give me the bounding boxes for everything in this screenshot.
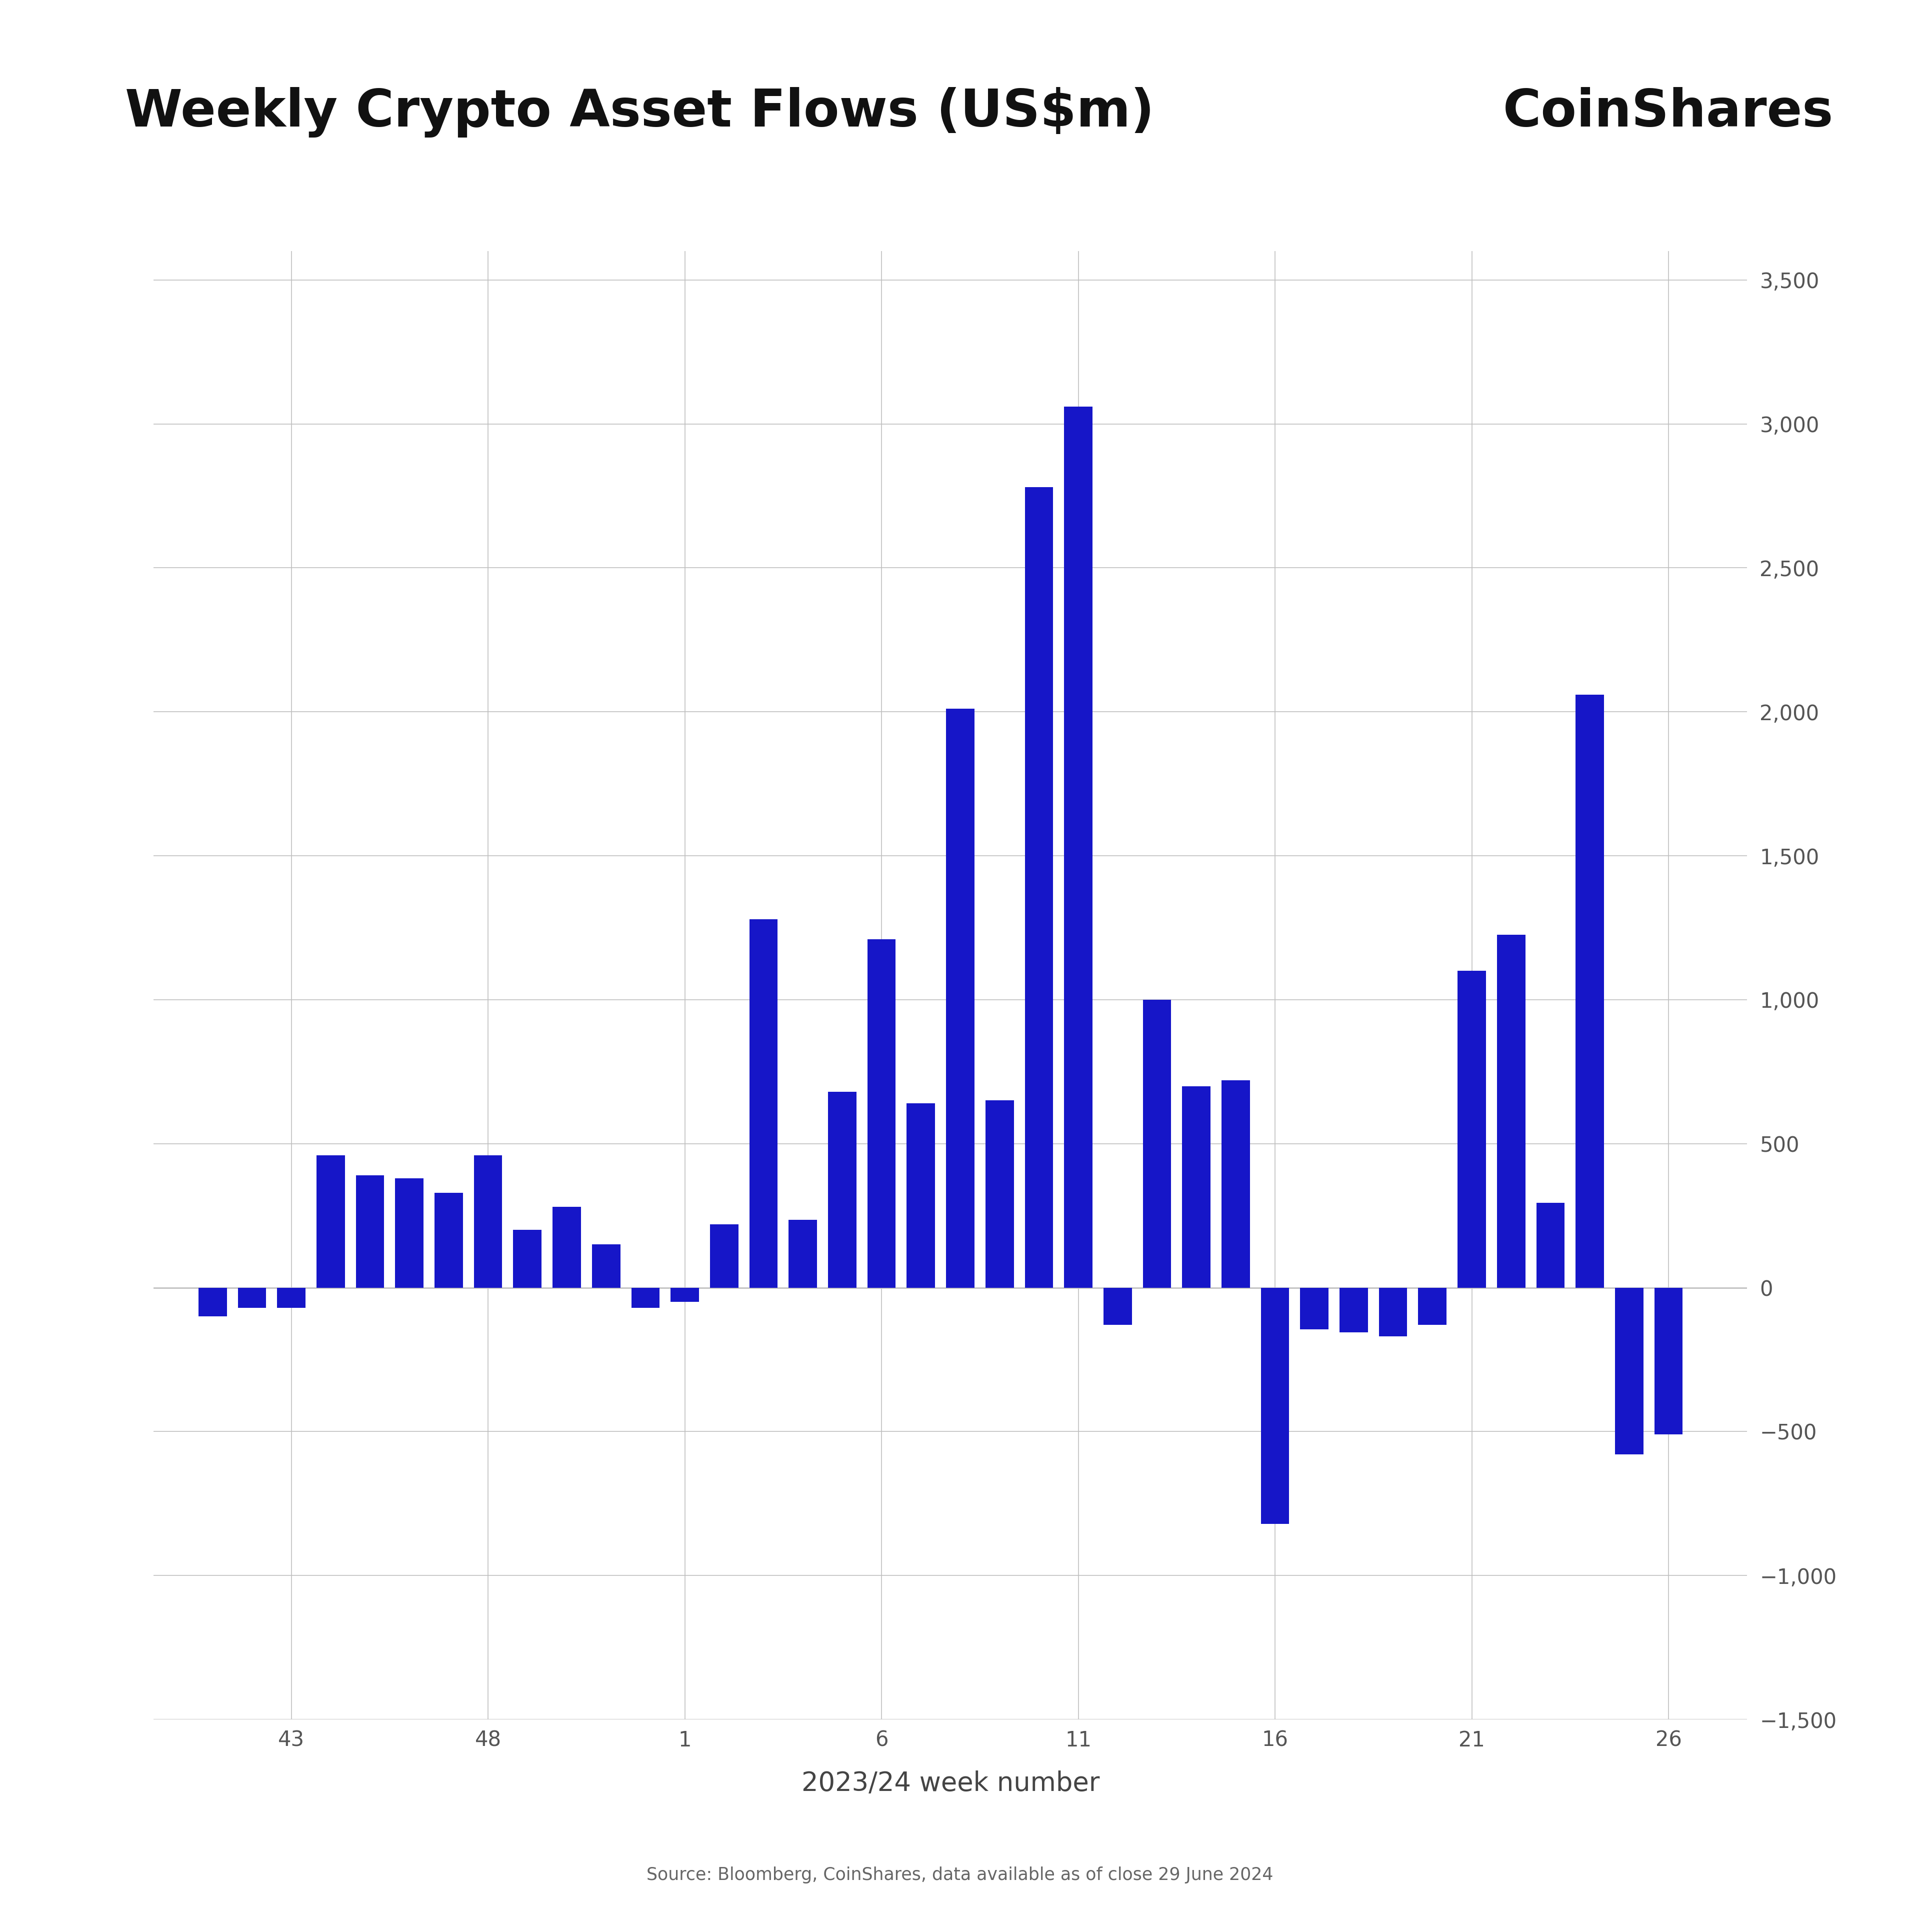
Bar [1340,1287,1367,1333]
Bar [1379,1287,1407,1337]
Bar [985,1101,1014,1287]
Bar [1536,1204,1565,1287]
Bar [828,1092,856,1287]
Bar [947,709,975,1287]
Bar [198,1287,227,1316]
Bar [474,1155,503,1287]
Bar [906,1103,935,1287]
Bar [749,920,778,1287]
Bar [1142,999,1171,1287]
Bar [1025,487,1052,1287]
Bar [591,1244,620,1287]
Bar [710,1225,739,1287]
Bar [553,1207,582,1287]
Bar [868,939,897,1287]
Bar [317,1155,346,1287]
Text: Weekly Crypto Asset Flows (US$m): Weekly Crypto Asset Flows (US$m) [125,87,1154,137]
Bar [1221,1080,1250,1287]
Bar [1261,1287,1288,1524]
Bar [789,1219,818,1287]
Bar [238,1287,267,1308]
Bar [1300,1287,1329,1329]
Bar [276,1287,305,1308]
X-axis label: 2023/24 week number: 2023/24 week number [801,1770,1100,1797]
Bar [396,1179,424,1287]
Bar [513,1231,541,1287]
Bar [355,1175,384,1287]
Bar [1183,1086,1210,1287]
Bar [632,1287,660,1308]
Bar [1457,972,1486,1287]
Bar [1064,406,1092,1287]
Bar [1104,1287,1131,1325]
Text: Source: Bloomberg, CoinShares, data available as of close 29 June 2024: Source: Bloomberg, CoinShares, data avai… [647,1866,1273,1884]
Bar [1615,1287,1644,1455]
Bar [1576,694,1603,1287]
Bar [670,1287,699,1302]
Bar [434,1192,463,1287]
Text: CoinShares: CoinShares [1503,87,1834,137]
Bar [1419,1287,1446,1325]
Bar [1498,935,1524,1287]
Bar [1655,1287,1682,1434]
